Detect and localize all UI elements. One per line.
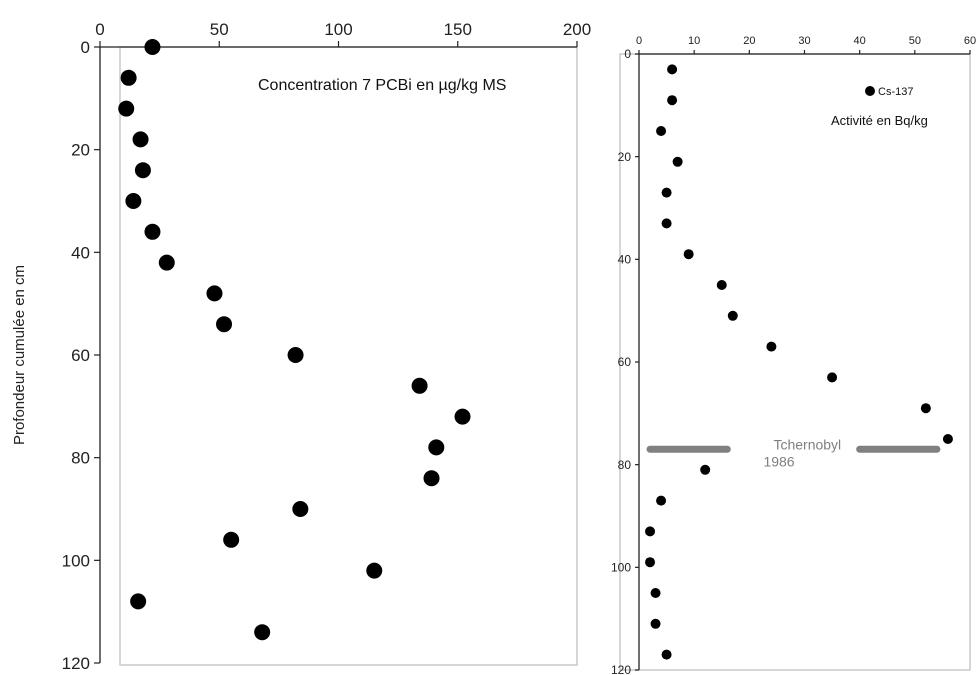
data-point	[667, 95, 678, 106]
data-point	[292, 501, 309, 517]
y-tick-label: 120	[611, 663, 631, 675]
data-point	[216, 316, 233, 333]
y-tick-label: 60	[618, 355, 632, 369]
x-tick-label: 60	[964, 35, 976, 47]
x-tick-label: 50	[210, 20, 229, 39]
y-tick-label: 20	[618, 150, 632, 164]
data-point	[366, 562, 383, 579]
data-point	[423, 470, 440, 487]
data-point	[716, 280, 727, 290]
plot-frame	[619, 53, 971, 671]
data-point	[158, 254, 175, 271]
data-point	[125, 193, 142, 209]
x-tick-label: 20	[743, 35, 755, 47]
plot-frame	[119, 46, 578, 666]
y-tick-label: 120	[62, 654, 90, 673]
data-point	[942, 434, 953, 444]
x-tick-label: 200	[563, 20, 591, 39]
data-point	[206, 285, 223, 302]
data-point	[223, 531, 240, 548]
chart-annotation: Concentration 7 PCBi en µg/kg MS	[258, 77, 506, 94]
data-point	[656, 126, 667, 136]
x-tick-label: 50	[909, 35, 921, 47]
y-tick-label: 0	[81, 38, 90, 57]
x-tick-label: 10	[688, 35, 700, 47]
y-tick-label: 20	[71, 141, 90, 160]
chart-annotation: Activité en Bq/kg	[831, 113, 928, 128]
x-tick-label: 100	[324, 20, 352, 39]
data-point	[144, 39, 161, 55]
y-axis-label: Profondeur cumulée en cm	[11, 265, 28, 445]
reference-line-label: Tchernobyl	[773, 436, 841, 452]
data-point	[656, 495, 667, 506]
chart-panel-1: 0 50 100 150 200 0 20 40 60 80 100 120 Profondeur cu…	[11, 20, 591, 673]
legend-label: Cs-137	[878, 86, 913, 98]
data-point	[287, 347, 304, 363]
data-point	[727, 310, 738, 321]
data-point	[661, 649, 672, 660]
y-tick-label: 0	[624, 47, 631, 61]
data-point	[254, 624, 271, 641]
y-tick-label: 60	[71, 346, 90, 365]
data-point	[827, 372, 838, 383]
data-point	[700, 464, 711, 475]
data-point	[650, 588, 661, 598]
legend-marker	[865, 86, 875, 96]
data-point	[920, 403, 931, 414]
data-point	[132, 131, 149, 148]
data-point	[130, 593, 147, 610]
y-tick-label: 40	[71, 243, 90, 262]
y-tick-label: 40	[618, 253, 632, 267]
y-tick-label: 100	[62, 551, 90, 570]
y-tick-label: 80	[71, 449, 90, 468]
x-tick-label: 30	[798, 35, 810, 47]
x-tick-label: 0	[636, 35, 642, 47]
y-tick-label: 80	[618, 458, 632, 472]
data-point	[118, 100, 135, 117]
x-tick-label: 40	[854, 35, 866, 47]
data-point	[766, 341, 777, 352]
x-tick-label: 0	[95, 20, 104, 39]
x-tick-label: 150	[444, 20, 472, 39]
data-point	[683, 249, 694, 260]
y-tick-label: 100	[611, 561, 631, 575]
data-point	[134, 162, 151, 179]
data-point	[667, 64, 678, 75]
data-point	[454, 408, 471, 425]
data-point	[645, 526, 656, 537]
data-point	[144, 223, 161, 240]
data-point	[650, 618, 661, 629]
chart-panel-2: 0 10 20 30 40 50 60 0 20 40 60 80 100 120 Activité en …	[611, 35, 976, 675]
data-point	[661, 218, 672, 229]
data-point	[120, 69, 137, 86]
data-point	[411, 377, 428, 394]
data-point	[672, 156, 683, 167]
data-point	[661, 187, 672, 198]
data-point	[645, 557, 656, 568]
data-point	[428, 439, 445, 456]
reference-line-year: 1986	[763, 453, 794, 469]
